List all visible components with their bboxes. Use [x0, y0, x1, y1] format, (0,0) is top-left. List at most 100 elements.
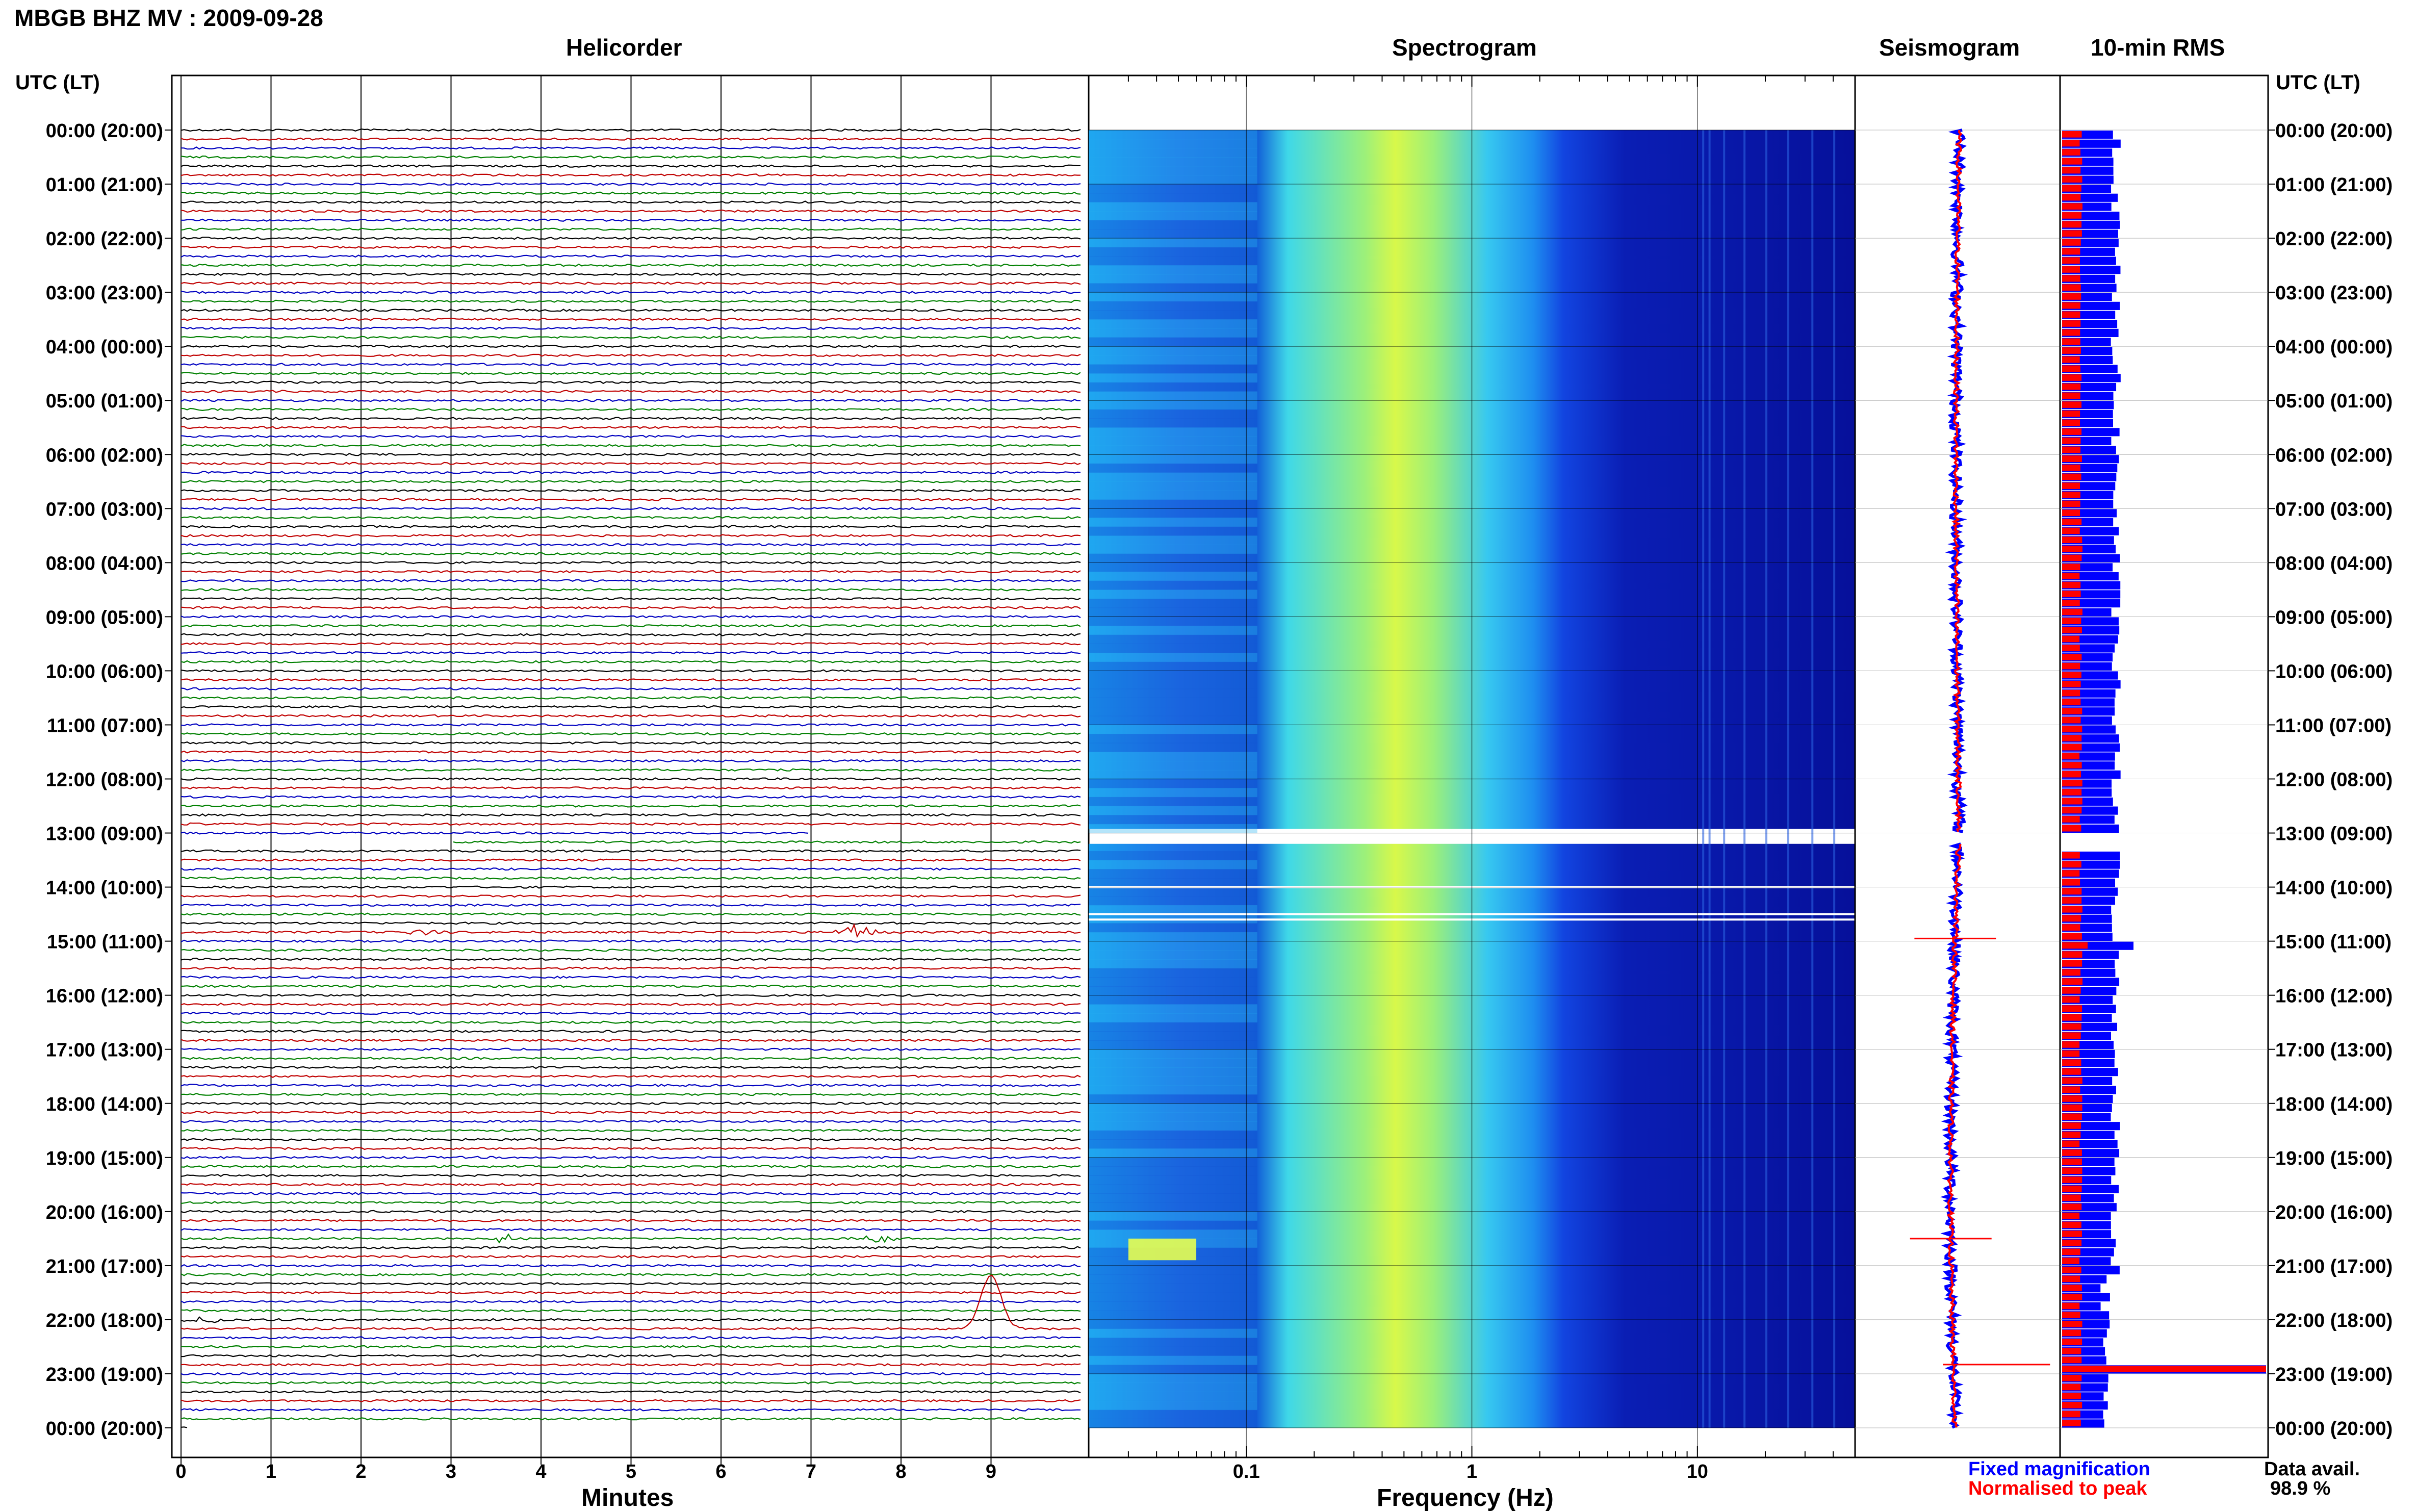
spectrogram-row-texture: [1089, 788, 1257, 798]
time-label-right: 06:00 (02:00): [2275, 445, 2393, 466]
rms-bar-normalised: [2062, 1077, 2082, 1084]
spectrogram-row-texture: [1089, 580, 1257, 590]
helicorder-trace: [181, 768, 1081, 772]
time-label-left: 14:00 (10:00): [46, 878, 163, 899]
rms-bar-normalised: [2062, 392, 2080, 399]
rms-bar-normalised: [2062, 1285, 2082, 1291]
helicorder-trace: [181, 1372, 1081, 1376]
spectrogram-row-texture: [1089, 292, 1257, 302]
rms-bar-normalised: [2062, 798, 2082, 805]
spectrogram-row-texture: [1089, 887, 1257, 896]
time-label-right: 22:00 (18:00): [2275, 1310, 2393, 1331]
spectrogram-row-texture: [1089, 995, 1257, 1005]
time-label-left: 01:00 (21:00): [46, 174, 163, 196]
helicorder-trace: [181, 155, 1081, 159]
helicorder-trace: [181, 922, 1081, 938]
spectrogram-row-texture: [1089, 301, 1257, 311]
spectrogram-row-texture: [1089, 644, 1257, 653]
rms-bar-normalised: [2062, 753, 2080, 760]
helicorder-trace: [181, 1057, 1081, 1060]
rms-bar-normalised: [2062, 275, 2080, 282]
rms-bar-normalised: [2062, 185, 2081, 192]
spectrogram-row-texture: [1089, 409, 1257, 419]
spectrogram-row-texture: [1089, 1067, 1257, 1077]
time-label-right: 02:00 (22:00): [2275, 228, 2393, 250]
helicorder-trace: [181, 1129, 1081, 1133]
rms-bar-normalised: [2062, 140, 2080, 147]
rms-bar-normalised: [2062, 1258, 2080, 1264]
rms-bar-normalised: [2062, 1014, 2082, 1021]
helicorder-trace: [181, 1254, 1081, 1259]
rms-bar-normalised: [2062, 780, 2082, 787]
spectrogram-row-texture: [1089, 770, 1257, 779]
spectrogram-row-texture: [1089, 634, 1257, 644]
rms-bar-normalised: [2062, 491, 2080, 498]
spectrogram-row-texture: [1089, 526, 1257, 536]
rms-bar-normalised: [2062, 203, 2082, 210]
rms-bar-normalised: [2062, 1149, 2082, 1156]
rms-bar-normalised: [2062, 960, 2082, 967]
helicorder-trace: [181, 534, 1081, 537]
helicorder-trace: [181, 714, 1081, 717]
time-label-right: 10:00 (06:00): [2275, 661, 2393, 682]
spectrogram-row-texture: [1089, 463, 1257, 473]
helicorder-trace: [181, 1038, 1081, 1042]
rms-bar-normalised: [2062, 1194, 2081, 1201]
rms-bar-normalised: [2062, 1239, 2082, 1246]
helicorder-trace: [181, 858, 1081, 862]
helicorder-trace: [181, 1246, 1081, 1249]
rms-bar-normalised: [2062, 527, 2080, 534]
rms-bar-normalised: [2062, 618, 2081, 625]
helicorder-trace: [181, 993, 1081, 997]
helicorder-trace: [181, 200, 1081, 204]
spectrogram-row-texture: [1089, 1031, 1257, 1041]
time-label-left: 06:00 (02:00): [46, 445, 163, 466]
rms-bar-normalised: [2062, 708, 2082, 714]
spectrogram-row-texture: [1089, 1202, 1257, 1212]
rms-bar-normalised: [2062, 1158, 2082, 1165]
rms-bar-normalised: [2062, 500, 2080, 507]
helicorder-trace: [181, 1291, 1081, 1295]
spectrogram-row-texture: [1089, 1292, 1257, 1302]
spectrogram-row-texture: [1089, 1157, 1257, 1167]
helicorder-trace: [181, 1273, 1081, 1276]
rms-bar-normalised: [2062, 771, 2081, 778]
minutes-tick-label: 6: [715, 1461, 726, 1482]
rms-bar-normalised: [2062, 689, 2080, 697]
spectrogram-row-texture: [1089, 653, 1257, 662]
rms-bar-normalised: [2062, 410, 2080, 417]
spectrogram-row-texture: [1089, 535, 1257, 545]
spectrogram-row-texture: [1089, 698, 1257, 707]
helicorder-trace: [181, 957, 1081, 961]
helicorder-trace: [181, 669, 1081, 673]
time-label-left: 07:00 (03:00): [46, 499, 163, 520]
spectrogram-row-texture: [1089, 1193, 1257, 1203]
spectrogram-row-texture: [1089, 1049, 1257, 1059]
spectrogram-row-texture: [1089, 1392, 1257, 1401]
rms-bar-normalised: [2062, 1167, 2082, 1174]
spectrogram-row-texture: [1089, 283, 1257, 293]
rms-bar-normalised: [2062, 446, 2081, 453]
spectrogram-row-texture: [1089, 1130, 1257, 1140]
spectrogram-row-texture: [1089, 508, 1257, 518]
rms-bar-normalised: [2062, 464, 2080, 471]
time-label-right: 11:00 (07:00): [2275, 715, 2392, 736]
spectrogram-row-texture: [1089, 1112, 1257, 1122]
rms-bar-normalised: [2062, 888, 2082, 895]
spectrogram-row-texture: [1089, 1400, 1257, 1411]
rms-bar-normalised: [2062, 645, 2080, 652]
helicorder-trace: [181, 326, 1081, 330]
helicorder-trace: [181, 750, 1081, 754]
helicorder-trace: [181, 290, 1081, 294]
rms-bar-normalised: [2062, 176, 2082, 183]
rms-bar-normalised: [2062, 672, 2081, 679]
helicorder-trace: [181, 1417, 1081, 1421]
spectrogram-row-texture: [1089, 256, 1257, 266]
time-label-left: 05:00 (01:00): [46, 391, 163, 412]
spectrogram-row-texture: [1089, 869, 1257, 879]
spectrogram-row-texture: [1089, 328, 1257, 338]
spectrogram-row-texture: [1089, 499, 1257, 509]
spectrogram-row-texture: [1089, 752, 1257, 761]
spectrogram-row-texture: [1089, 1373, 1257, 1383]
